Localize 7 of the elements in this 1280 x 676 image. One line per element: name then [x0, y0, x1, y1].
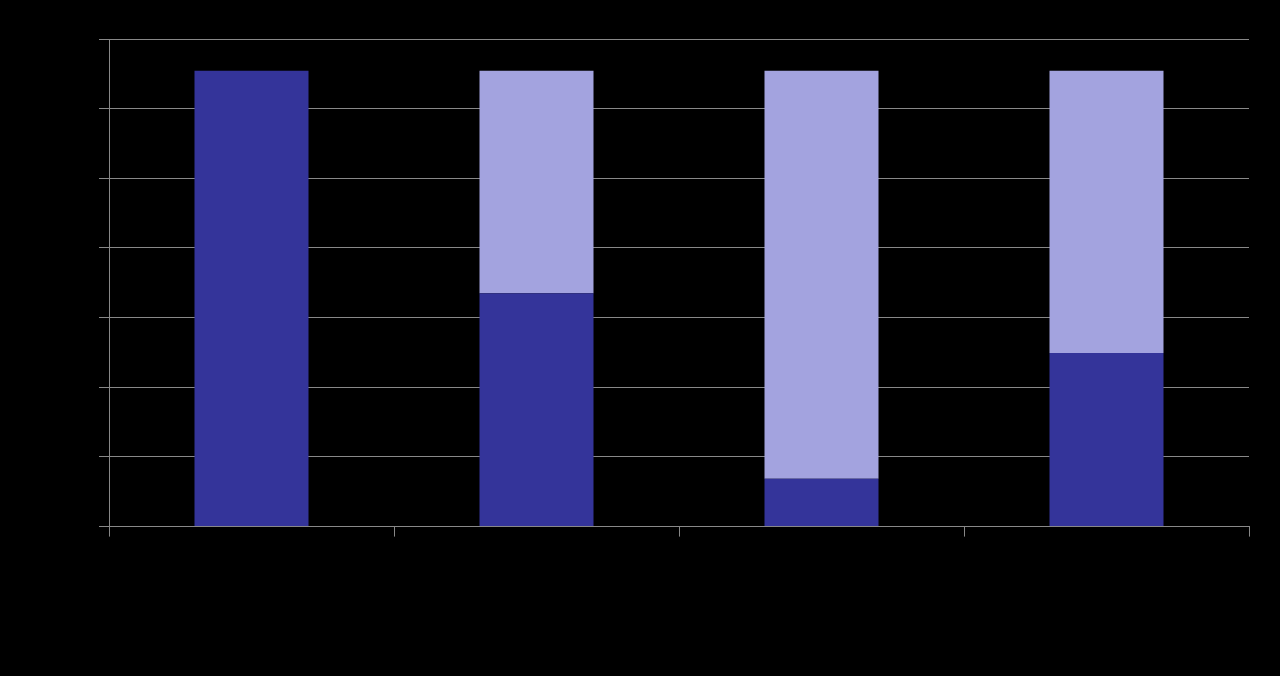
bar	[1049, 70, 1164, 353]
bar	[764, 70, 879, 479]
bar	[479, 70, 594, 294]
bar	[194, 70, 309, 527]
bar	[764, 478, 879, 527]
bar	[479, 293, 594, 527]
bar	[1049, 352, 1164, 527]
